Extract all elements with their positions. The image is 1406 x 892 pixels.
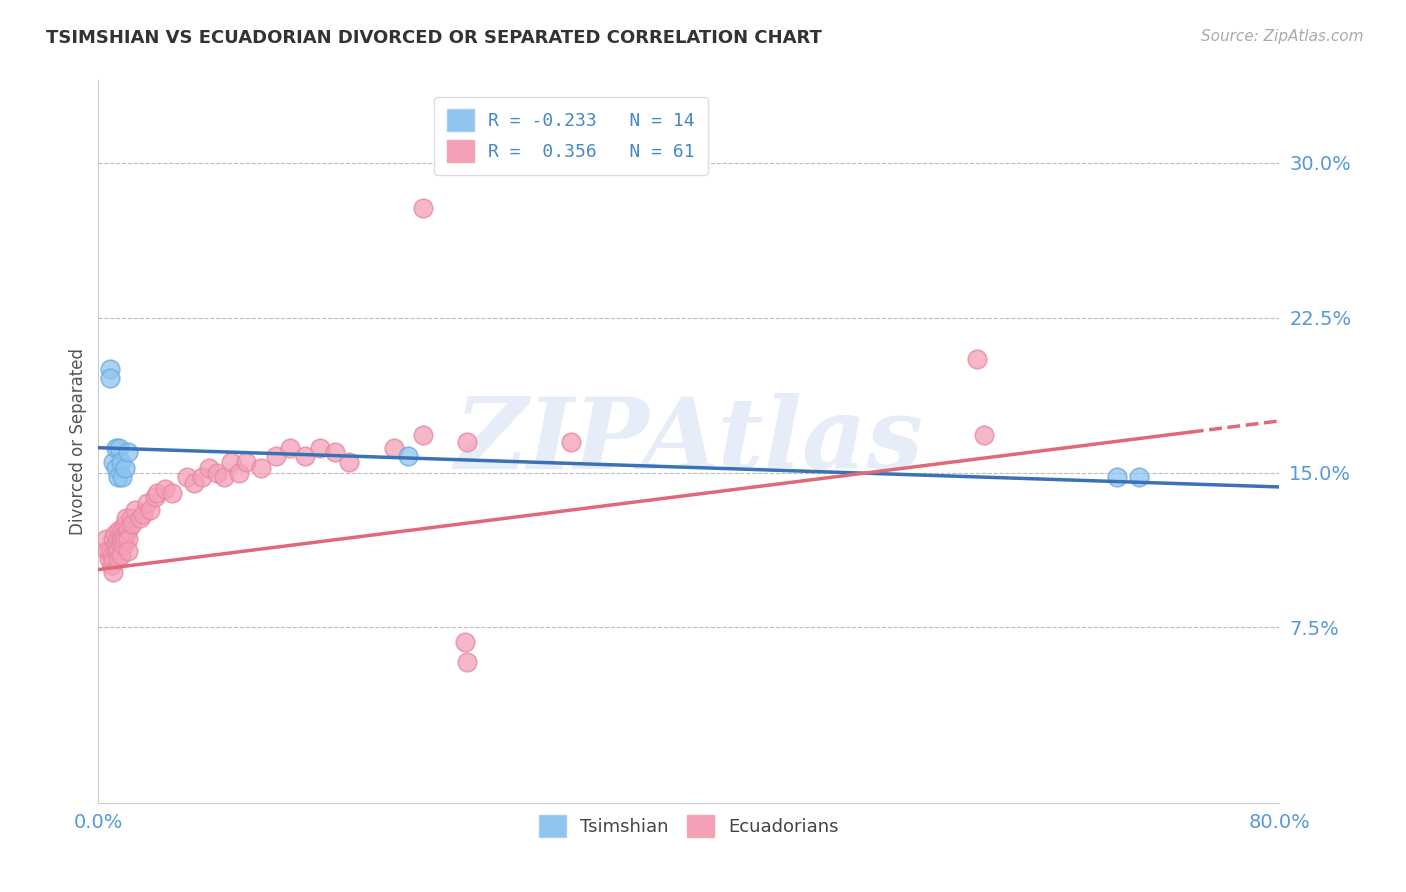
Point	[128, 511, 150, 525]
Point	[560, 434, 582, 449]
Point	[121, 517, 143, 532]
Point	[212, 469, 235, 483]
Point	[221, 455, 243, 469]
Point	[110, 548, 132, 562]
Point	[112, 538, 135, 552]
Point	[98, 370, 121, 384]
Point	[110, 538, 132, 552]
Point	[453, 634, 475, 648]
Text: TSIMSHIAN VS ECUADORIAN DIVORCED OR SEPARATED CORRELATION CHART: TSIMSHIAN VS ECUADORIAN DIVORCED OR SEPA…	[46, 29, 823, 46]
Point	[111, 469, 134, 483]
Point	[98, 362, 121, 376]
Text: Source: ZipAtlas.com: Source: ZipAtlas.com	[1201, 29, 1364, 44]
Point	[235, 455, 257, 469]
Point	[139, 502, 162, 516]
Point	[98, 544, 121, 558]
Point	[107, 544, 129, 558]
Point	[457, 656, 479, 670]
Point	[100, 558, 122, 573]
Legend: Tsimshian, Ecuadorians: Tsimshian, Ecuadorians	[531, 808, 846, 845]
Point	[115, 511, 138, 525]
Point	[153, 482, 176, 496]
Point	[107, 532, 129, 546]
Point	[117, 445, 139, 459]
Point	[198, 461, 221, 475]
Point	[111, 532, 134, 546]
Point	[117, 544, 139, 558]
Point	[183, 475, 205, 490]
Point	[107, 469, 129, 483]
Y-axis label: Divorced or Separated: Divorced or Separated	[69, 348, 87, 535]
Point	[309, 441, 332, 455]
Point	[103, 455, 125, 469]
Point	[191, 469, 214, 483]
Point	[120, 511, 142, 525]
Point	[412, 428, 434, 442]
Point	[264, 449, 287, 463]
Point	[111, 524, 134, 538]
Point	[103, 552, 125, 566]
Point	[966, 351, 988, 366]
Point	[110, 532, 132, 546]
Point	[228, 466, 250, 480]
Point	[110, 455, 132, 469]
Point	[107, 552, 129, 566]
Point	[114, 461, 136, 475]
Point	[105, 544, 128, 558]
Point	[124, 502, 146, 516]
Point	[94, 532, 117, 546]
Point	[1107, 469, 1129, 483]
Point	[105, 441, 128, 455]
Point	[294, 449, 316, 463]
Point	[136, 496, 159, 510]
Point	[132, 507, 155, 521]
Point	[114, 517, 136, 532]
Point	[323, 445, 346, 459]
Point	[412, 201, 434, 215]
Point	[100, 548, 122, 562]
Point	[398, 449, 420, 463]
Point	[250, 461, 273, 475]
Point	[97, 552, 120, 566]
Point	[117, 524, 139, 538]
Point	[103, 532, 125, 546]
Point	[114, 532, 136, 546]
Point	[973, 428, 995, 442]
Point	[162, 486, 183, 500]
Point	[1128, 469, 1150, 483]
Point	[146, 486, 169, 500]
Point	[117, 532, 139, 546]
Point	[104, 527, 127, 541]
Point	[105, 538, 128, 552]
Point	[280, 441, 302, 455]
Point	[339, 455, 361, 469]
Point	[108, 441, 131, 455]
Point	[112, 527, 135, 541]
Point	[176, 469, 198, 483]
Point	[103, 565, 125, 579]
Point	[96, 544, 118, 558]
Point	[382, 441, 405, 455]
Point	[108, 524, 131, 538]
Point	[105, 461, 128, 475]
Point	[457, 434, 479, 449]
Point	[205, 466, 228, 480]
Point	[143, 490, 166, 504]
Text: ZIPAtlas: ZIPAtlas	[454, 393, 924, 490]
